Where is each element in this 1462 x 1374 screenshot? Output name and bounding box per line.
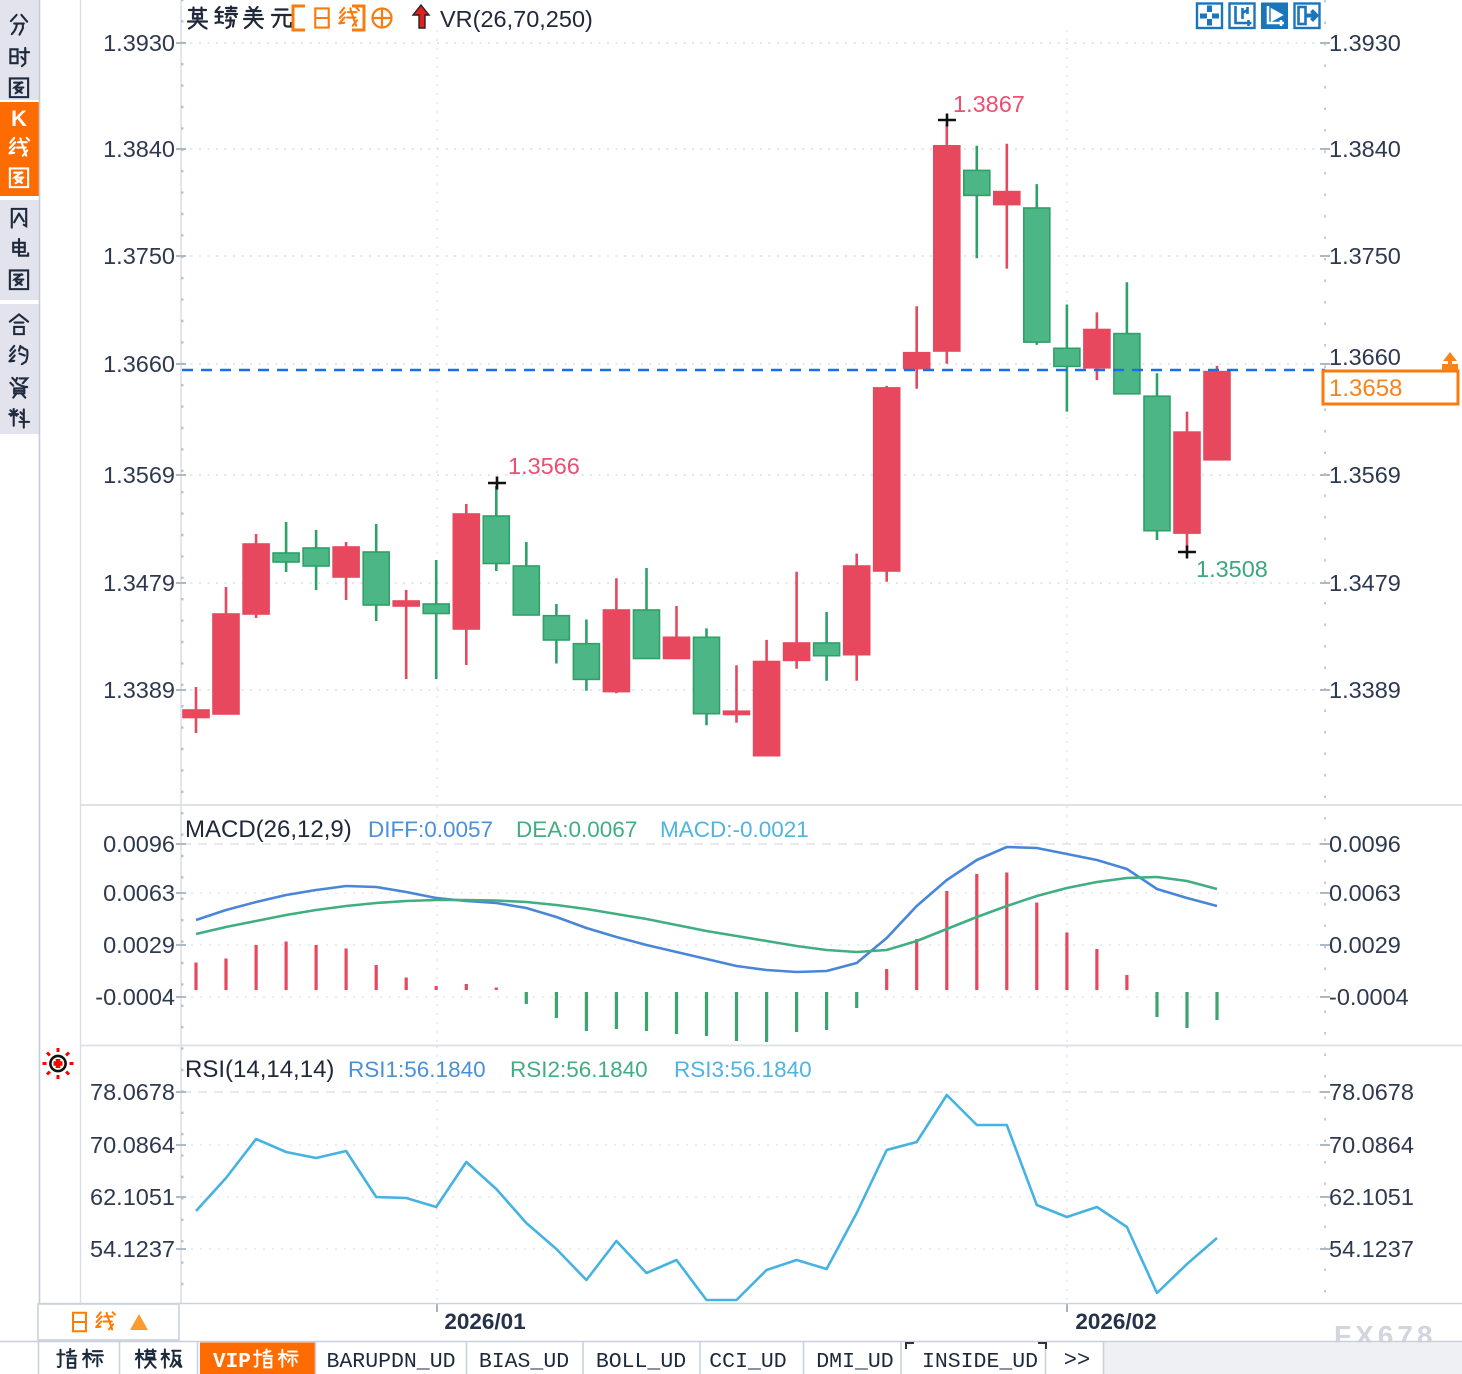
svg-text:0.0096: 0.0096 xyxy=(1329,831,1401,857)
svg-text:CCI_UD: CCI_UD xyxy=(709,1350,786,1374)
svg-text:RSI2:56.1840: RSI2:56.1840 xyxy=(510,1057,648,1082)
svg-text:VIP: VIP xyxy=(213,1351,251,1374)
svg-text:0.0029: 0.0029 xyxy=(103,932,175,958)
svg-text:-0.0004: -0.0004 xyxy=(1329,984,1409,1010)
svg-text:1.3867: 1.3867 xyxy=(953,91,1025,117)
svg-text:62.1051: 62.1051 xyxy=(1329,1184,1414,1210)
svg-text:1.3930: 1.3930 xyxy=(103,30,175,56)
svg-text:RSI3:56.1840: RSI3:56.1840 xyxy=(674,1057,812,1082)
svg-text:70.0864: 70.0864 xyxy=(1329,1132,1414,1158)
svg-text:1.3660: 1.3660 xyxy=(1329,344,1401,370)
svg-text:1.3479: 1.3479 xyxy=(103,570,175,596)
svg-text:DIFF:0.0057: DIFF:0.0057 xyxy=(368,817,493,842)
svg-text:>>: >> xyxy=(1064,1348,1090,1373)
svg-text:1.3750: 1.3750 xyxy=(103,243,175,269)
svg-text:1.3508: 1.3508 xyxy=(1196,556,1268,582)
svg-text:78.0678: 78.0678 xyxy=(90,1079,175,1105)
svg-text:-0.0004: -0.0004 xyxy=(95,984,175,1010)
svg-text:2026/01: 2026/01 xyxy=(444,1309,525,1334)
svg-text:70.0864: 70.0864 xyxy=(90,1132,175,1158)
svg-text:BIAS_UD: BIAS_UD xyxy=(479,1350,569,1374)
svg-text:1.3389: 1.3389 xyxy=(103,677,175,703)
svg-text:1.3750: 1.3750 xyxy=(1329,243,1401,269)
svg-text:1.3658: 1.3658 xyxy=(1329,375,1402,402)
svg-text:MACD(26,12,9): MACD(26,12,9) xyxy=(185,816,352,843)
svg-text:54.1237: 54.1237 xyxy=(1329,1236,1414,1262)
svg-text:RSI1:56.1840: RSI1:56.1840 xyxy=(348,1057,486,1082)
svg-text:78.0678: 78.0678 xyxy=(1329,1079,1414,1105)
svg-text:K: K xyxy=(11,106,27,131)
svg-text:1.3569: 1.3569 xyxy=(1329,462,1401,488)
svg-text:0.0063: 0.0063 xyxy=(103,880,175,906)
svg-text:BARUPDN_UD: BARUPDN_UD xyxy=(326,1350,455,1374)
svg-text:1.3930: 1.3930 xyxy=(1329,30,1401,56)
svg-text:0.0096: 0.0096 xyxy=(103,831,175,857)
svg-text:62.1051: 62.1051 xyxy=(90,1184,175,1210)
svg-text:2026/02: 2026/02 xyxy=(1075,1309,1156,1334)
svg-text:VR(26,70,250): VR(26,70,250) xyxy=(440,6,593,32)
svg-text:1.3566: 1.3566 xyxy=(508,453,580,479)
svg-text:BOLL_UD: BOLL_UD xyxy=(596,1350,686,1374)
svg-text:1.3569: 1.3569 xyxy=(103,462,175,488)
svg-text:MACD:-0.0021: MACD:-0.0021 xyxy=(660,817,809,842)
svg-text:0.0029: 0.0029 xyxy=(1329,932,1401,958)
svg-text:1.3389: 1.3389 xyxy=(1329,677,1401,703)
svg-text:54.1237: 54.1237 xyxy=(90,1236,175,1262)
svg-text:1.3840: 1.3840 xyxy=(1329,136,1401,162)
svg-text:0.0063: 0.0063 xyxy=(1329,880,1401,906)
svg-text:RSI(14,14,14): RSI(14,14,14) xyxy=(185,1056,334,1083)
svg-text:1.3840: 1.3840 xyxy=(103,136,175,162)
svg-text:DEA:0.0067: DEA:0.0067 xyxy=(516,817,637,842)
svg-text:INSIDE_UD: INSIDE_UD xyxy=(922,1350,1038,1374)
svg-text:DMI_UD: DMI_UD xyxy=(816,1350,893,1374)
svg-text:1.3479: 1.3479 xyxy=(1329,570,1401,596)
svg-text:1.3660: 1.3660 xyxy=(103,351,175,377)
